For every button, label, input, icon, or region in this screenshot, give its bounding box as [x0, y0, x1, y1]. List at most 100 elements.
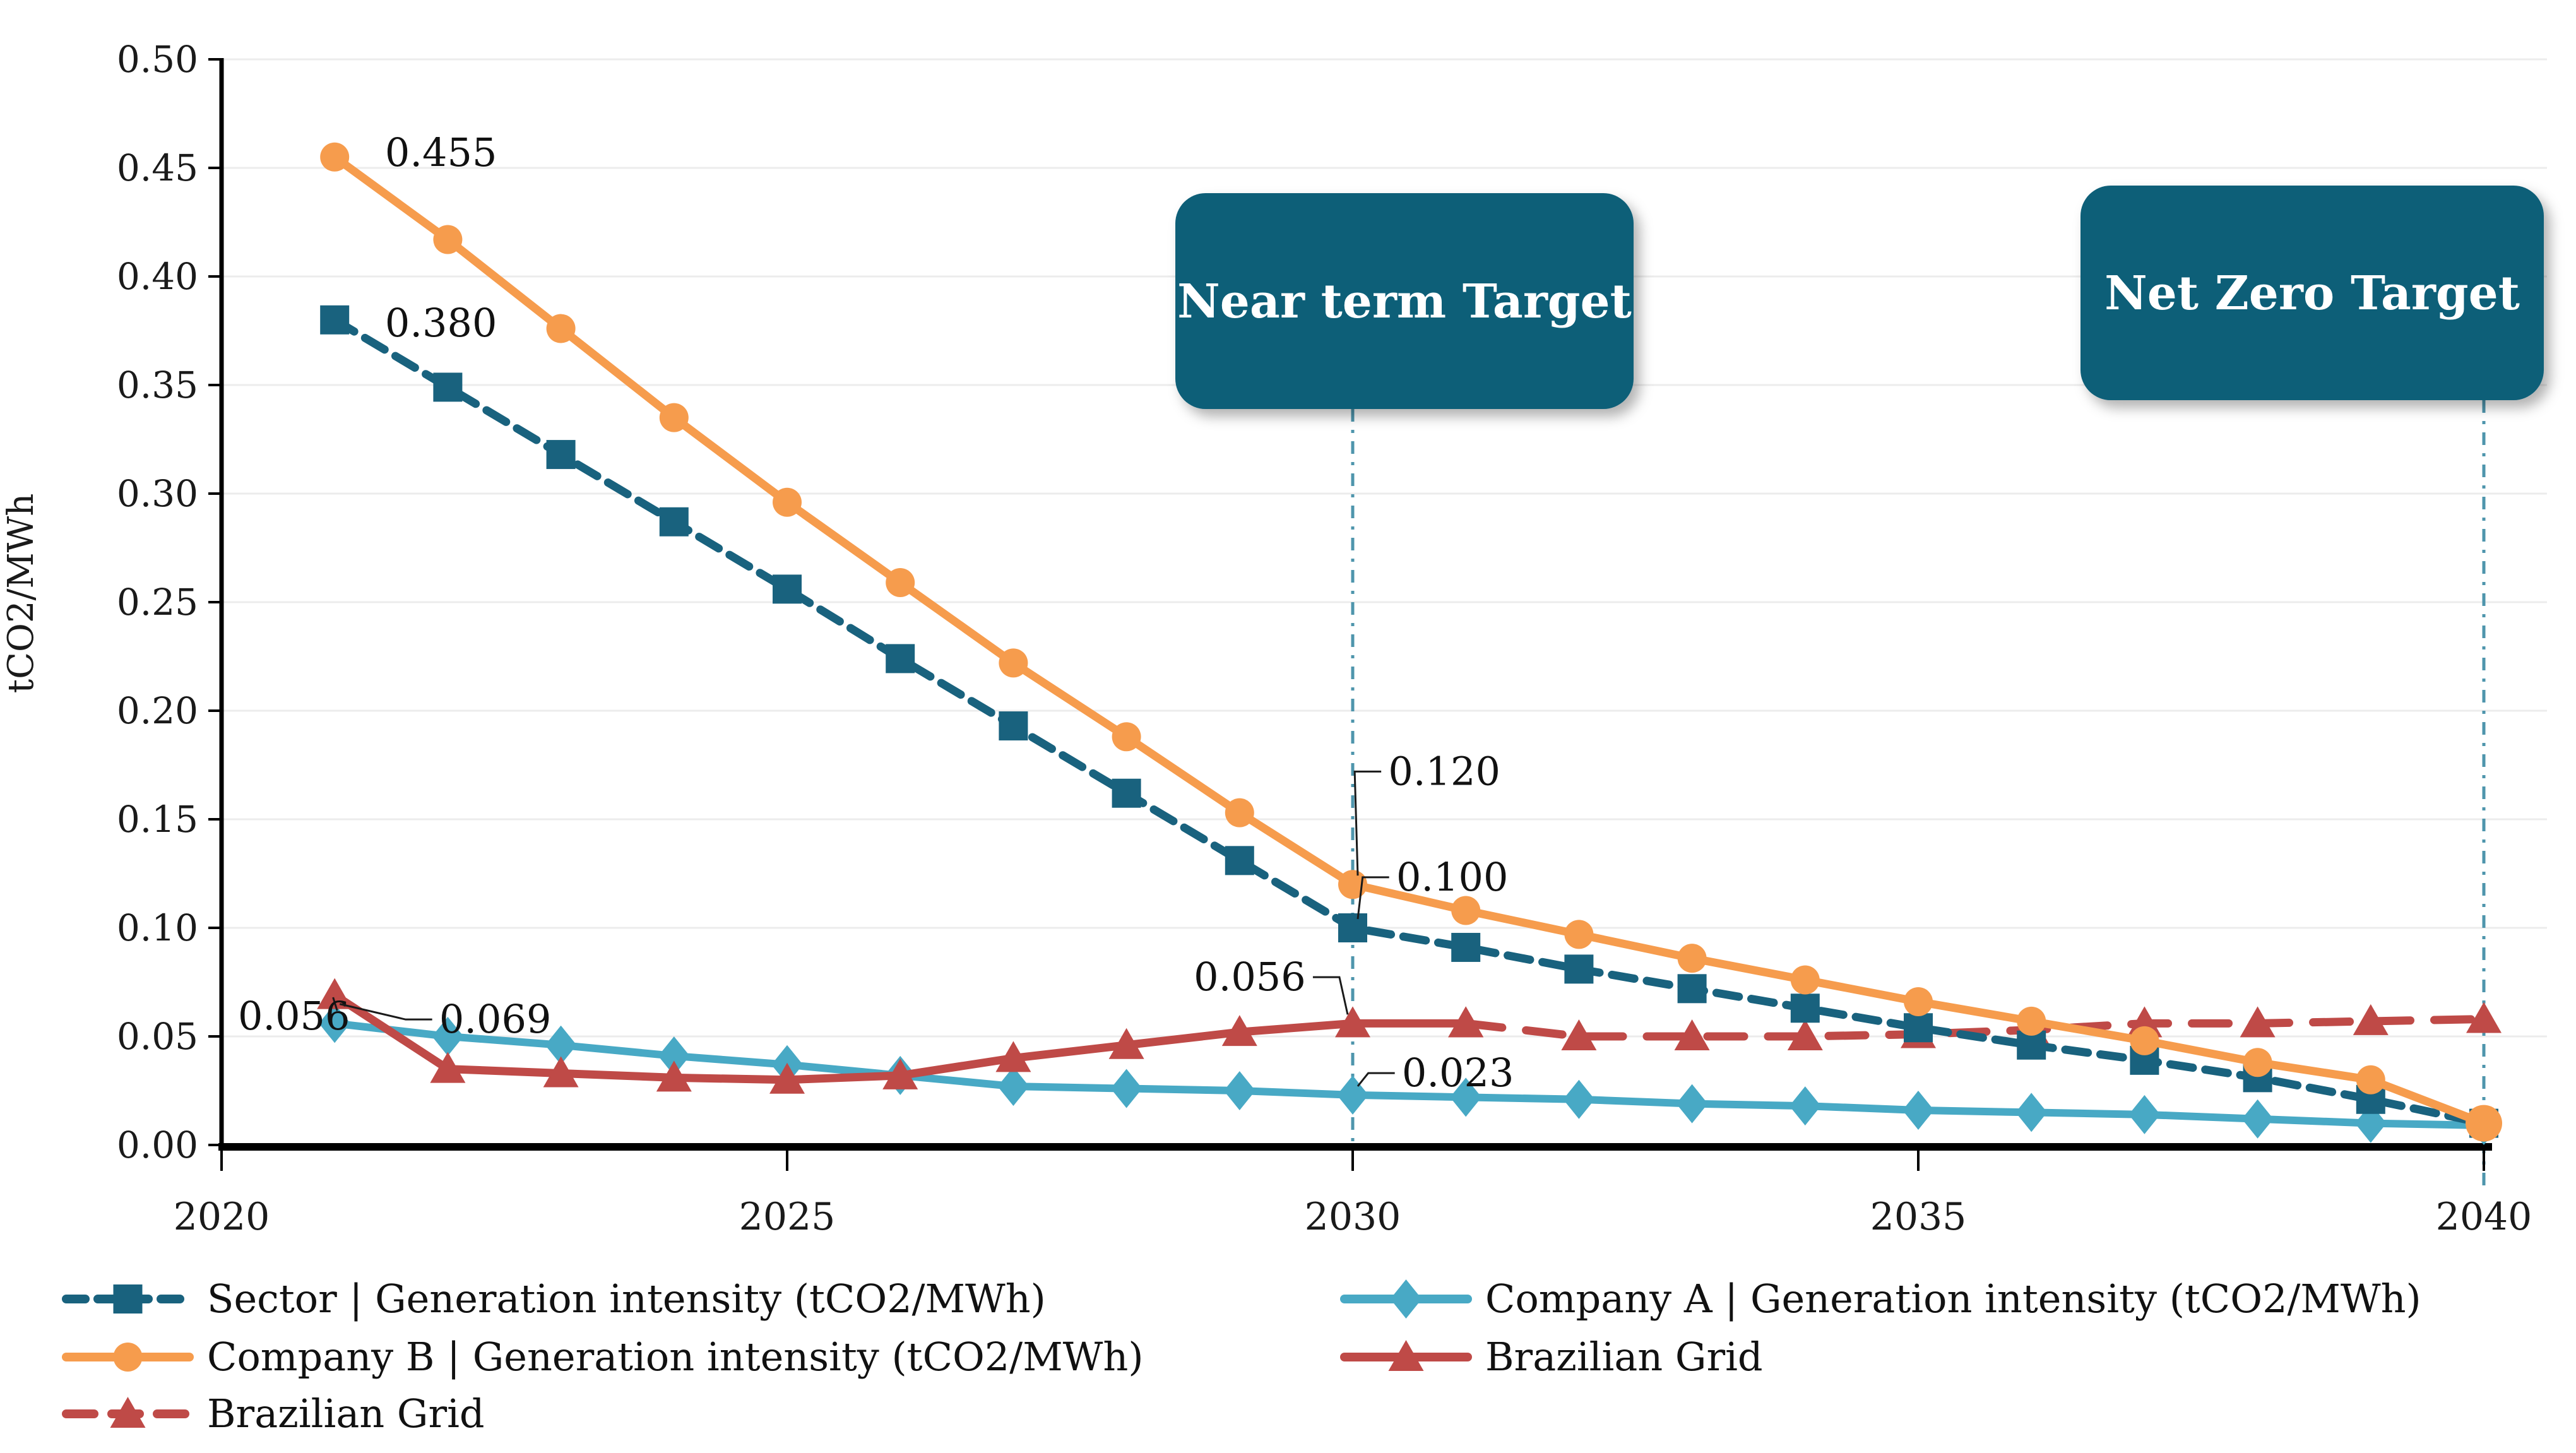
company_a-marker [658, 1036, 690, 1076]
grid_actual-marker [656, 1060, 692, 1092]
grid_actual-marker [430, 1052, 466, 1083]
y-tick-label: 0.05 [117, 1015, 198, 1058]
grid_actual-marker [543, 1056, 579, 1088]
grid_projection-marker [2466, 1002, 2502, 1033]
sector-marker [1904, 1013, 1933, 1043]
legend-item-label: Company A | Generation intensity (tCO2/M… [1485, 1276, 2421, 1322]
y-axis-title: tCO2/MWh [1, 494, 42, 694]
company_a-marker [2128, 1094, 2161, 1134]
company_a-line [331, 1019, 2488, 1130]
sector-marker [1112, 778, 1141, 808]
grid_actual-series [317, 978, 1484, 1094]
y-tick-label: 0.35 [117, 364, 198, 406]
sector-line [330, 316, 2488, 1128]
grid_actual-marker [1388, 1340, 1424, 1371]
company_b-marker [1112, 722, 1141, 752]
legend-item-company_b: Company B | Generation intensity (tCO2/M… [62, 1334, 1144, 1380]
legend-item-grid_actual: Brazilian Grid [1340, 1334, 1763, 1380]
x-tick-label: 2035 [1870, 1195, 1967, 1239]
company_b-line [330, 153, 2488, 1128]
sector-marker [1451, 932, 1481, 962]
y-tick-label: 0.25 [117, 581, 198, 624]
company_b-marker [2356, 1065, 2385, 1094]
company_b-marker [320, 142, 350, 172]
company_b-series [320, 142, 2502, 1142]
target-box-label: Near term Target [1177, 275, 1632, 329]
sector-marker [886, 644, 915, 673]
sector-marker [433, 372, 463, 402]
grid_projection-marker [1787, 1019, 1823, 1050]
company_a-marker [1223, 1071, 1255, 1110]
company_b-marker [1904, 987, 1933, 1016]
company_a-marker [319, 1004, 351, 1043]
company_b-marker [546, 314, 576, 343]
company_a-marker [545, 1025, 577, 1065]
company_a-marker [2241, 1099, 2274, 1139]
company_a-marker [432, 1017, 464, 1056]
y-tick-label: 0.20 [117, 689, 198, 732]
company_a-marker [1676, 1084, 1708, 1124]
data-point-label: 0.455 [385, 129, 497, 175]
company_a-marker [1789, 1086, 1821, 1126]
sector-marker [1677, 974, 1707, 1004]
leader-line [1356, 1072, 1395, 1087]
y-tick-label: 0.15 [117, 798, 198, 841]
grid_actual-marker [1221, 1015, 1257, 1047]
grid_projection-marker [2353, 1004, 2389, 1035]
data-point-label: 0.100 [1396, 854, 1509, 900]
data-point-label: 0.056 [238, 993, 350, 1039]
grid_projection-marker [1561, 1019, 1597, 1050]
y-tick-label: 0.00 [117, 1124, 198, 1166]
sector-marker [1338, 913, 1367, 942]
company_a-marker [1902, 1090, 1934, 1130]
data-point-label: 0.380 [385, 300, 497, 346]
sector-marker [1790, 993, 1820, 1023]
y-tick-label: 0.40 [117, 255, 198, 298]
grid_projection-marker [1448, 1006, 1484, 1038]
data-point-label: 0.069 [439, 996, 552, 1042]
company_b-marker [1338, 870, 1367, 899]
sector-marker [773, 574, 802, 604]
sector-marker [999, 711, 1028, 741]
company_b-marker [1564, 920, 1594, 949]
grid_projection-marker [1674, 1019, 1710, 1050]
leader-line [332, 997, 338, 1011]
y-tick-label: 0.30 [117, 472, 198, 515]
leader-line [1356, 876, 1389, 920]
company_b-marker [999, 648, 1028, 678]
sector-marker [320, 305, 350, 335]
sector-marker [1564, 954, 1594, 984]
x-tick-label: 2040 [2436, 1195, 2532, 1239]
target-box-label: Net Zero Target [2104, 266, 2520, 321]
company_b-marker [2466, 1105, 2502, 1142]
leader-line [1353, 770, 1382, 876]
sector-marker [546, 440, 576, 470]
legend-item-label: Brazilian Grid [207, 1391, 485, 1437]
company_b-marker [1225, 798, 1254, 827]
company_b-marker [773, 487, 802, 517]
grid_actual-marker [1108, 1028, 1144, 1059]
grid_projection-marker [110, 1397, 146, 1428]
x-tick-label: 2030 [1305, 1195, 1401, 1239]
x-tick-label: 2020 [174, 1195, 270, 1239]
company_a-marker [2015, 1093, 2048, 1132]
legend-item-sector: Sector | Generation intensity (tCO2/MWh) [62, 1276, 1046, 1322]
leader-line [1312, 976, 1349, 1015]
target-box [1175, 193, 1634, 409]
company_b-marker [433, 225, 463, 254]
grid_actual-marker [769, 1062, 805, 1094]
x-tick-label: 2025 [739, 1195, 836, 1239]
company_b-marker [886, 568, 915, 598]
grid_actual-marker [317, 978, 353, 1009]
data-point-label: 0.056 [1194, 954, 1306, 1000]
grid_actual-marker [1335, 1006, 1370, 1038]
data-point-label: 0.120 [1388, 748, 1500, 794]
company_a-series [319, 1004, 2500, 1146]
target-box [2080, 186, 2544, 400]
data-point-label: 0.023 [1402, 1050, 1514, 1096]
y-tick-label: 0.45 [117, 146, 198, 189]
sector-marker [113, 1284, 143, 1314]
company_b-marker [2017, 1006, 2046, 1036]
company_b-marker [1451, 896, 1481, 925]
